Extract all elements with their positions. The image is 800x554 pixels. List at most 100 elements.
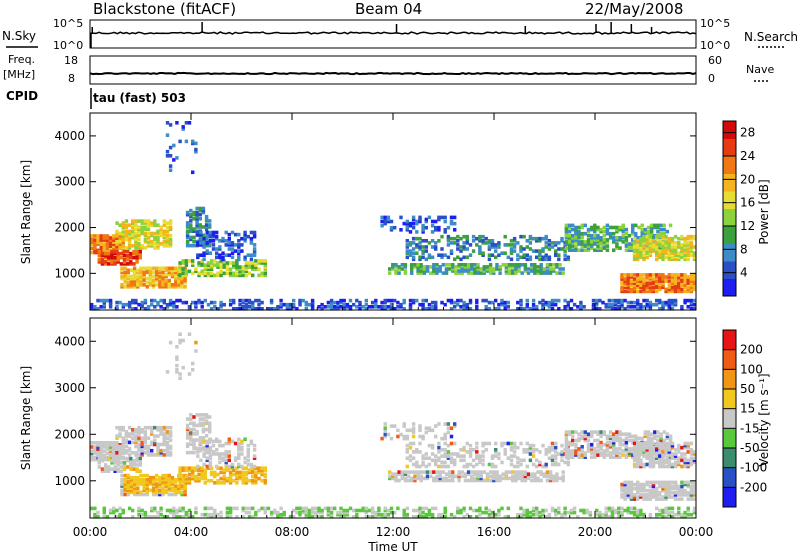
data-cell <box>432 476 436 481</box>
data-cell <box>241 298 245 303</box>
data-cell <box>686 508 690 513</box>
data-cell <box>574 229 578 234</box>
data-cell <box>544 255 548 260</box>
data-cell <box>115 453 119 458</box>
data-cell <box>421 255 425 260</box>
data-cell <box>164 268 168 273</box>
data-cell <box>221 239 225 243</box>
data-cell <box>449 219 454 224</box>
data-cell <box>405 434 409 439</box>
data-cell <box>673 298 678 303</box>
data-cell <box>430 219 435 224</box>
data-cell <box>560 515 564 519</box>
data-cell <box>525 239 529 243</box>
data-cell <box>465 236 469 241</box>
data-cell <box>405 219 409 224</box>
data-cell <box>661 497 665 501</box>
data-cell <box>195 446 199 451</box>
data-cell <box>221 257 225 262</box>
data-cell <box>610 298 615 303</box>
data-cell <box>126 480 130 484</box>
data-cell <box>181 261 185 265</box>
data-cell <box>158 492 162 497</box>
data-cell <box>636 302 640 307</box>
data-cell <box>126 258 130 262</box>
data-cell <box>129 285 134 289</box>
data-cell <box>96 451 100 456</box>
data-cell <box>651 281 656 285</box>
data-cell <box>421 298 425 303</box>
data-cell <box>143 446 148 451</box>
data-cell <box>626 289 630 294</box>
data-cell <box>623 495 627 499</box>
data-cell <box>215 452 219 456</box>
data-cell <box>380 307 384 311</box>
data-cell <box>422 265 427 269</box>
data-cell <box>197 476 201 481</box>
data-cell <box>121 229 125 234</box>
data-cell <box>686 241 690 245</box>
data-cell <box>488 271 493 275</box>
data-cell <box>257 508 261 513</box>
data-cell <box>516 253 520 257</box>
data-cell <box>598 512 602 517</box>
data-cell <box>129 276 134 281</box>
data-cell <box>263 261 267 265</box>
data-cell <box>203 273 207 278</box>
data-cell <box>175 515 179 519</box>
data-cell <box>108 305 113 309</box>
data-cell <box>108 236 113 240</box>
data-cell <box>555 476 559 481</box>
data-cell <box>599 432 603 436</box>
data-cell <box>222 470 226 475</box>
data-cell <box>158 480 162 484</box>
data-cell <box>632 497 637 501</box>
data-cell <box>636 257 640 262</box>
freq-tick-top: 18 <box>64 54 78 67</box>
data-cell <box>161 475 165 480</box>
data-cell <box>511 474 515 479</box>
data-cell <box>440 515 444 519</box>
data-cell <box>403 472 408 476</box>
data-cell <box>146 235 151 240</box>
data-cell <box>645 234 649 239</box>
data-cell <box>90 246 94 251</box>
data-cell <box>146 242 151 246</box>
data-cell <box>165 229 170 234</box>
data-cell <box>440 460 444 465</box>
data-cell <box>683 239 687 243</box>
data-cell <box>567 236 572 240</box>
data-cell <box>659 436 663 441</box>
data-cell <box>153 235 157 240</box>
data-cell <box>145 270 149 275</box>
data-cell <box>156 446 160 451</box>
data-cell <box>418 424 422 428</box>
data-cell <box>661 508 665 513</box>
data-cell <box>386 298 391 303</box>
data-cell <box>670 491 675 495</box>
data-cell <box>181 271 185 276</box>
data-cell <box>118 515 122 519</box>
data-cell <box>639 251 643 255</box>
data-cell <box>307 302 312 307</box>
data-cell <box>560 452 564 456</box>
data-cell <box>123 280 127 285</box>
data-cell <box>336 305 340 309</box>
data-cell <box>219 300 223 305</box>
data-cell <box>590 451 594 455</box>
data-cell <box>170 486 175 490</box>
data-cell <box>415 464 419 469</box>
data-cell <box>639 448 643 452</box>
data-cell <box>411 217 416 222</box>
data-cell <box>247 470 252 475</box>
data-cell <box>146 227 151 232</box>
data-cell <box>129 253 133 258</box>
data-cell <box>661 488 665 493</box>
data-cell <box>410 263 414 267</box>
data-cell <box>451 476 455 481</box>
data-cell <box>164 473 168 478</box>
data-cell <box>205 443 209 448</box>
data-cell <box>251 468 255 473</box>
data-cell <box>411 422 416 426</box>
data-cell <box>506 243 510 247</box>
